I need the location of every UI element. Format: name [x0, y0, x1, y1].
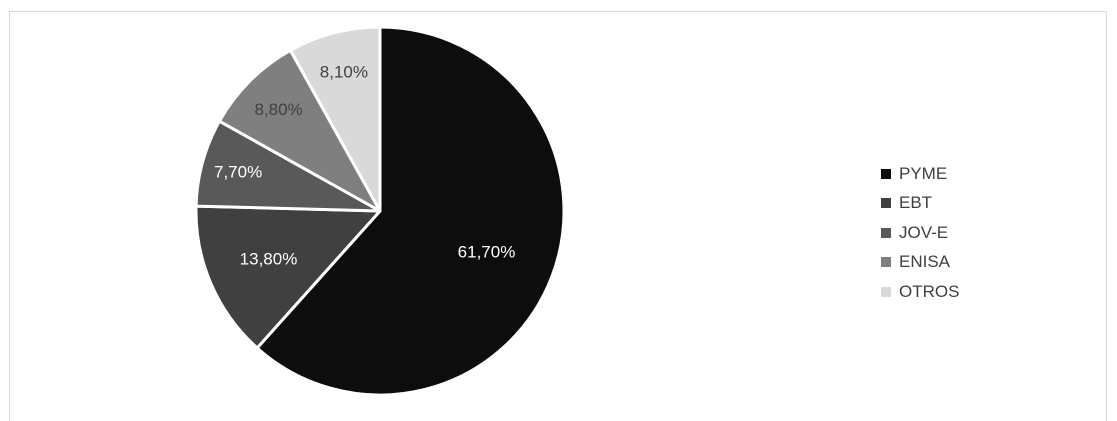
pie-slice-ebt — [194, 204, 382, 350]
legend-item-enisa: ENISA — [881, 248, 1081, 278]
legend-label-enisa: ENISA — [899, 252, 951, 272]
data-label-pyme: 61,70% — [458, 242, 516, 261]
pie-chart: 61,70% 13,80% 7,70% 8,80% 8,10% — [194, 25, 566, 397]
legend-swatch-jov-e — [881, 227, 891, 238]
data-label-otros: 8,10% — [320, 63, 368, 82]
pie-slice-enisa — [217, 48, 382, 213]
legend-item-ebt: EBT — [881, 189, 1081, 219]
legend-item-pyme: PYME — [881, 159, 1081, 189]
legend-swatch-ebt — [881, 198, 891, 209]
legend-label-ebt: EBT — [899, 193, 933, 213]
pie-slice-otros — [288, 25, 382, 213]
legend-label-otros: OTROS — [899, 281, 960, 301]
legend-item-jov-e: JOV-E — [881, 218, 1081, 248]
legend-swatch-enisa — [881, 257, 891, 268]
legend-label-pyme: PYME — [899, 163, 948, 183]
data-label-ebt: 13,80% — [240, 250, 298, 269]
pie-slice-pyme — [255, 25, 566, 397]
data-label-enisa: 8,80% — [254, 100, 302, 119]
pie-slices — [194, 25, 566, 397]
legend-label-jov-e: JOV-E — [899, 222, 949, 242]
pie-data-labels: 61,70% 13,80% 7,70% 8,80% 8,10% — [214, 63, 515, 269]
legend-swatch-otros — [881, 286, 891, 297]
data-label-jov-e: 7,70% — [214, 163, 262, 182]
legend-item-otros: OTROS — [881, 277, 1081, 307]
legend-swatch-pyme — [881, 168, 891, 179]
legend: PYME EBT JOV-E ENISA OTROS — [881, 159, 1081, 307]
